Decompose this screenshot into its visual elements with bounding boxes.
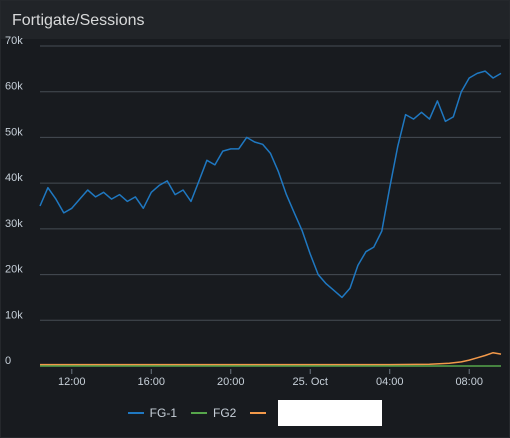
legend-label-fg2: FG2 xyxy=(213,406,236,420)
y-tick-label: 30k xyxy=(5,218,23,230)
x-tick-label: 12:00 xyxy=(58,376,86,388)
y-tick-label: 0 xyxy=(5,355,11,367)
x-tick-label: 04:00 xyxy=(376,376,404,388)
legend-swatch-fg-1 xyxy=(128,412,144,414)
x-tick-label: 20:00 xyxy=(217,376,245,388)
x-tick-label: 25. Oct xyxy=(293,376,328,388)
grid-lines xyxy=(40,46,501,366)
series-lines xyxy=(40,71,501,366)
legend-swatch-fg2 xyxy=(191,412,207,414)
y-tick-label: 20k xyxy=(5,264,23,276)
series-line-orange[interactable] xyxy=(40,353,501,365)
x-tick-label: 16:00 xyxy=(138,376,166,388)
legend-item-fg2[interactable]: FG2 xyxy=(191,406,236,420)
legend: FG-1 FG2 xyxy=(1,399,509,427)
legend-item-fg-1[interactable]: FG-1 xyxy=(128,406,177,420)
y-tick-label: 50k xyxy=(5,126,23,138)
x-tick-label: 08:00 xyxy=(455,376,483,388)
legend-label-fg-1: FG-1 xyxy=(150,406,177,420)
legend-swatch-orange xyxy=(250,412,266,414)
legend-item-redacted[interactable] xyxy=(250,400,382,426)
y-axis: 0 10k 20k 30k 40k 50k 60k 70k xyxy=(5,35,23,367)
y-tick-label: 60k xyxy=(5,81,23,93)
y-tick-label: 40k xyxy=(5,172,23,184)
line-chart: 0 10k 20k 30k 40k 50k 60k 70k 12:00 16:00 20:00 25… xyxy=(1,1,510,399)
series-line-fg-1[interactable] xyxy=(40,71,501,297)
y-tick-label: 70k xyxy=(5,35,23,47)
x-axis: 12:00 16:00 20:00 25. Oct 04:00 08:00 xyxy=(58,369,483,388)
y-tick-label: 10k xyxy=(5,309,23,321)
redacted-label xyxy=(278,400,382,426)
